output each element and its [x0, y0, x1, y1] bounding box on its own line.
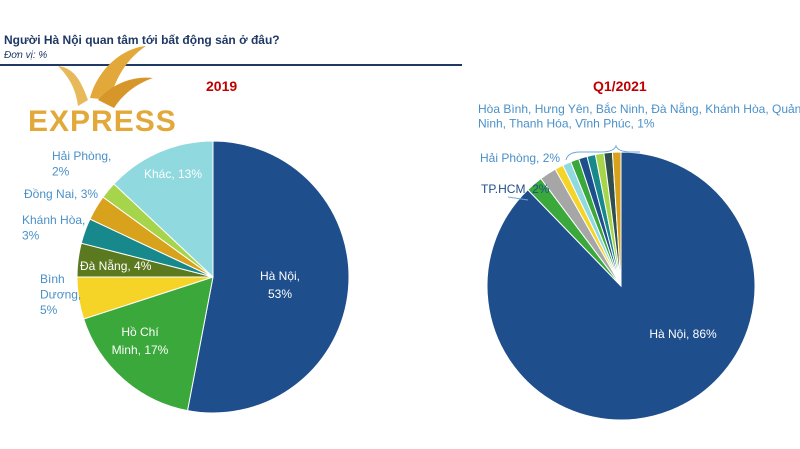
- pie-2019-label-2: Bình Dương, 5%: [40, 272, 81, 317]
- pie-2021-label-hai-phong: Hải Phòng, 2%: [480, 151, 560, 165]
- unit-label: Đơn vị: %: [4, 50, 48, 61]
- pie-2019-label-6: Hải Phòng, 2%: [52, 149, 111, 179]
- pie-2019-label-1: Hồ Chí Minh, 17%: [112, 325, 169, 357]
- pie-2019-slice-khác: [113, 140, 214, 279]
- pie-2021-label-ha-noi: Hà Nội, 86%: [649, 327, 717, 341]
- pie-2019-label-5: Đồng Nai, 3%: [24, 187, 98, 201]
- pie-2019-slice-hà-nội: [186, 140, 350, 414]
- pie-2019-label-7: Khác, 13%: [144, 167, 202, 181]
- title-divider: [0, 64, 462, 66]
- pie-2021-group-brace: [565, 144, 640, 161]
- pie-2019-label-4: Khánh Hòa, 3%: [22, 213, 85, 243]
- pie-2021-label-tphcm: TP.HCM, 2%: [481, 182, 550, 196]
- pie-2021-tphcm-leader: [507, 196, 529, 201]
- pie-2021-label-group: Hòa Bình, Hưng Yên, Bắc Ninh, Đà Nẵng, K…: [478, 101, 800, 130]
- pie-2021-slice-vĩnh-phúc: [611, 151, 622, 287]
- express-logo-icon: [58, 46, 153, 108]
- pie-2021-title: Q1/2021: [593, 78, 647, 94]
- chart-title: Người Hà Nội quan tâm tới bất động sản ở…: [4, 33, 280, 47]
- express-logo-text: EXPRESS: [28, 105, 177, 138]
- pie-2019-slice-hồ-chí-minh: [83, 276, 214, 412]
- pie-2019-label-0: Hà Nội, 53%: [260, 269, 300, 301]
- pie-2019-title: 2019: [206, 78, 238, 94]
- pie-2019-label-3: Đà Nẵng, 4%: [80, 258, 152, 273]
